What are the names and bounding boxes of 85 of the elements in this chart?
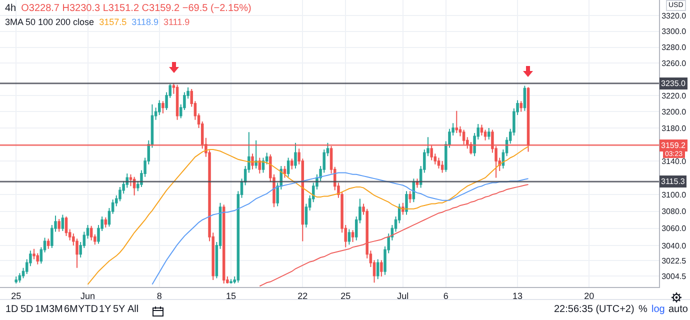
candlestick xyxy=(294,142,297,170)
x-tick-label: 8 xyxy=(156,290,162,301)
text: 3118.9 xyxy=(132,17,158,27)
candlestick xyxy=(408,190,412,204)
candlestick xyxy=(58,218,60,232)
line-series xyxy=(152,172,529,285)
text: auto xyxy=(668,304,688,316)
annotation: O3228.7 H3230.3 L3151.2 C3159.2 −69.5 (−2.15%) xyxy=(21,3,252,14)
candlestick xyxy=(14,276,18,284)
ref-line-label: 3235.0 xyxy=(661,79,686,88)
text: 22:56:35 (UTC+2) xyxy=(554,304,634,316)
text: YTD xyxy=(78,304,98,316)
candlestick xyxy=(162,100,164,114)
candlestick xyxy=(258,157,262,174)
y-tick-label: 3260.0 xyxy=(662,59,687,68)
candlestick xyxy=(176,84,179,120)
y-tick-label: 3140.0 xyxy=(662,156,687,166)
y-tick-label: 3080.0 xyxy=(662,207,687,216)
x-tick-label: 25 xyxy=(11,290,22,301)
annotation: 3MA 50 100 200 close xyxy=(5,17,94,27)
candlestick xyxy=(61,214,64,232)
candlestick xyxy=(251,153,254,170)
candlestick xyxy=(90,225,93,241)
candlestick xyxy=(416,178,419,188)
x-tick-label: 25 xyxy=(340,290,351,301)
text: 3111.9 xyxy=(163,17,190,27)
candlestick xyxy=(351,230,354,243)
candlestick xyxy=(402,202,404,216)
candlestick xyxy=(64,216,68,237)
text: 3157.5 xyxy=(99,17,127,27)
y-tick-label: 3180.0 xyxy=(662,124,687,133)
candlestick xyxy=(262,157,265,174)
y-tick-label: 3280.0 xyxy=(662,43,687,52)
candlestick xyxy=(405,190,408,216)
x-tick-label: Jun xyxy=(80,290,96,301)
text: 6M xyxy=(64,304,78,316)
y-tick-label: 3040.0 xyxy=(662,241,687,250)
ref-line-label: 3159.2 xyxy=(661,141,686,150)
x-tick-label: 20 xyxy=(584,290,594,301)
candlestick xyxy=(455,110,458,134)
candlestick xyxy=(488,128,490,140)
y-tick-label: 3220.0 xyxy=(662,91,687,100)
candlestick xyxy=(104,216,108,228)
y-tick-label: 3320.0 xyxy=(662,11,687,20)
text: % xyxy=(638,304,648,316)
candlestick xyxy=(380,260,383,278)
candlestick xyxy=(290,158,294,170)
candlestick xyxy=(36,252,39,265)
candlestick xyxy=(254,140,258,170)
text: 1Y xyxy=(99,304,112,316)
candlestick xyxy=(46,238,50,250)
text: log xyxy=(652,304,665,316)
x-tick-label: 13 xyxy=(512,290,523,301)
line-series xyxy=(259,184,529,287)
text: All xyxy=(128,304,139,316)
text: 1M xyxy=(35,304,49,316)
candlestick xyxy=(286,157,290,178)
ref-line-label: 3115.3 xyxy=(661,177,686,186)
candlestick xyxy=(520,100,522,112)
candlestick xyxy=(484,129,487,141)
text: 1D xyxy=(6,304,18,316)
candlestick xyxy=(230,278,232,284)
x-tick-label: Jul xyxy=(397,290,409,301)
y-tick-label: 3022.5 xyxy=(662,256,687,266)
y-tick-label: 3100.0 xyxy=(662,190,687,200)
text: 3M xyxy=(49,304,63,316)
candlestick xyxy=(523,85,526,112)
candlestick xyxy=(222,204,226,284)
x-tick-label: 22 xyxy=(298,290,308,301)
y-tick-label: 3300.0 xyxy=(662,27,687,36)
x-tick-label: 6 xyxy=(443,290,448,301)
line-series xyxy=(87,146,529,285)
candlestick xyxy=(376,258,380,280)
text: 5D xyxy=(20,304,34,316)
y-tick-label: 3004.5 xyxy=(662,272,687,281)
x-tick-label: 15 xyxy=(226,290,236,301)
chart-title: 4h xyxy=(5,3,16,14)
text: 5Y xyxy=(113,304,126,316)
candlestick xyxy=(437,157,440,170)
y-tick-label: 3060.0 xyxy=(662,224,687,234)
candlestick xyxy=(132,176,136,196)
candlestick xyxy=(348,228,351,246)
candlestick xyxy=(283,166,286,178)
y-tick-label: 3200.0 xyxy=(662,107,687,116)
candlestick xyxy=(440,160,444,174)
